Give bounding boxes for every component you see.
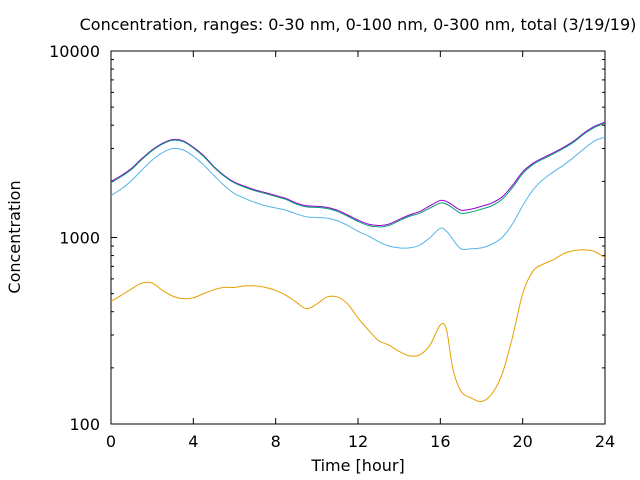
x-tick-label: 0: [106, 432, 116, 451]
y-tick-label: 10000: [49, 42, 100, 61]
series-line-2: [110, 122, 606, 228]
series-line-1: [110, 121, 606, 226]
y-axis: 100 1000 10000: [49, 42, 605, 434]
x-tick-label: 8: [271, 432, 281, 451]
x-tick-label: 24: [595, 432, 615, 451]
series-lines: [110, 121, 606, 403]
x-tick-label: 4: [188, 432, 198, 451]
x-tick-label: 12: [348, 432, 368, 451]
series-line-3: [110, 136, 606, 251]
x-tick-label: 16: [430, 432, 450, 451]
series-line-4: [110, 249, 606, 403]
x-axis: 0 4 8 12 16 20 24: [106, 51, 615, 451]
y-tick-label: 100: [69, 415, 100, 434]
x-axis-label: Time [hour]: [310, 456, 404, 475]
y-tick-label: 1000: [59, 229, 100, 248]
y-axis-label: Concentration: [5, 180, 24, 293]
plot-frame: [110, 50, 606, 425]
chart-title: Concentration, ranges: 0-30 nm, 0-100 nm…: [80, 15, 637, 34]
x-tick-label: 20: [512, 432, 532, 451]
